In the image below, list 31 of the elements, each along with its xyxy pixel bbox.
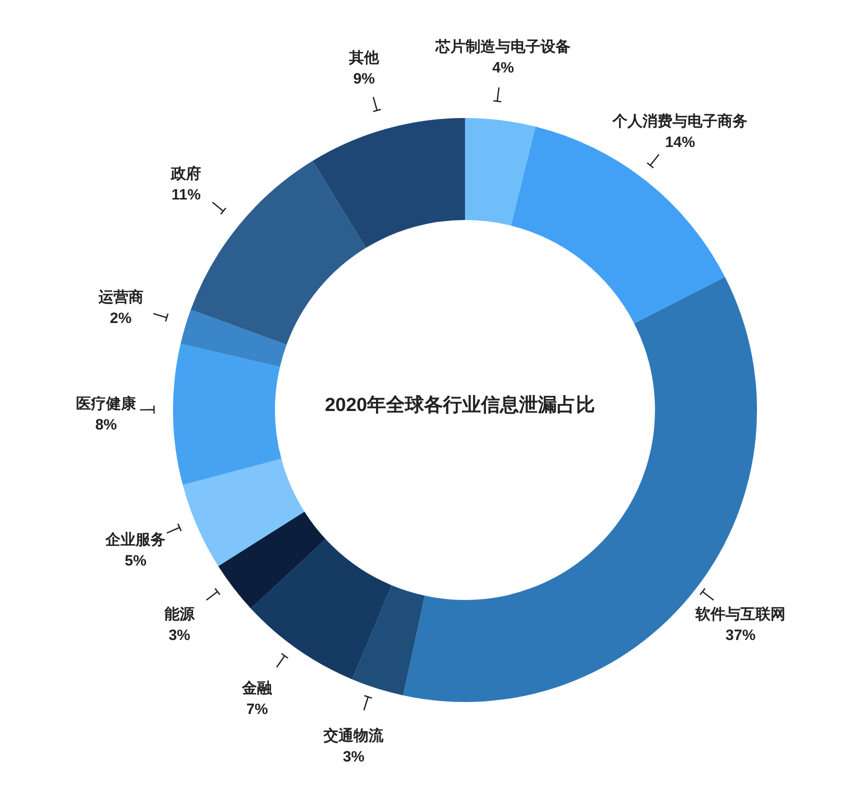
slice-label: 政府 [170,164,202,183]
donut-slice [173,344,282,485]
data-label: 14% [665,134,696,151]
data-label: 3% [342,748,365,766]
donut-slice [312,118,465,248]
slice-label: 金融 [241,680,274,698]
data-label: 4% [492,60,514,77]
slice-label: 医疗健康 [76,394,138,412]
slice-label: 交通物流 [322,726,385,745]
data-label: 2% [110,310,132,327]
slice-label: 软件与互联网 [694,606,786,623]
donut-slice [180,310,287,367]
donut-slice [465,118,536,226]
slice-label: 运营商 [97,288,144,306]
text: 2020年全球各行业信息泄漏占比 [324,394,596,416]
data-label: 11% [172,186,201,204]
donut-slice [250,539,392,680]
donut-slice [182,458,304,566]
data-label: 5% [124,552,146,570]
slice-label: 其他 [348,49,380,66]
data-label: 3% [168,626,190,644]
data-label: 37% [726,626,756,644]
slice-label: 能源 [164,606,196,623]
slice-label: 个人消费与电子商务 [612,112,748,130]
data-label: 8% [95,416,117,434]
donut-slice [352,585,425,696]
slice-label: 企业服务 [104,532,166,549]
data-label: 7% [246,701,268,718]
data-label: 9% [353,70,375,88]
slice-label: 芯片制造与电子设备 [434,38,571,56]
donut-slice [218,512,326,608]
